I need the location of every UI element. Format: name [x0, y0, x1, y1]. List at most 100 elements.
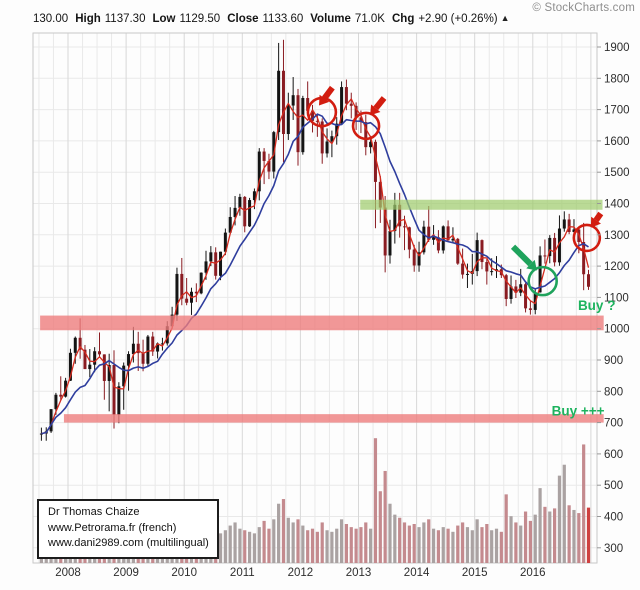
volume-bar [252, 533, 257, 563]
volume-bar [548, 511, 552, 563]
annotation-circle [572, 223, 602, 253]
candle-body [88, 364, 92, 370]
candle-body [344, 87, 348, 104]
y-axis-label: 1300 [604, 230, 630, 242]
candle-body [456, 238, 460, 264]
volume-bar [461, 522, 465, 563]
y-axis-label: 1000 [604, 324, 630, 336]
candle-body [562, 219, 566, 229]
candle-body [461, 263, 465, 275]
annotation-arrow-shaft [373, 96, 387, 111]
quote-high-value: 1137.30 [104, 13, 146, 25]
candle-body [301, 98, 305, 153]
candle-body [59, 394, 63, 397]
volume-bar [485, 524, 489, 563]
volume-bar [499, 531, 503, 563]
credit-line-dani2989[interactable]: www.dani2989.com (multilingual) [48, 537, 209, 549]
candle-body [373, 141, 377, 182]
volume-bar [291, 522, 295, 563]
volume-bar [538, 488, 542, 563]
candle-body [446, 226, 450, 241]
volume-bar [383, 470, 387, 563]
candle-body [417, 252, 421, 266]
candle-body [524, 284, 528, 309]
volume-bar [402, 522, 407, 563]
y-axis-label: 500 [604, 480, 623, 492]
candle-body [465, 273, 469, 275]
candle-body [412, 249, 416, 266]
candle-body [354, 105, 358, 118]
candle-body [252, 191, 256, 201]
candle-body [296, 95, 300, 153]
annotation-arrow-head [526, 259, 537, 271]
candle-body [325, 141, 329, 154]
candle-body [359, 117, 363, 123]
volume-bar [441, 527, 445, 563]
y-axis-label: 1100 [604, 292, 629, 304]
candle-body [582, 241, 586, 275]
candle-body [83, 349, 87, 370]
candle-body [209, 252, 213, 262]
candle-body [228, 216, 232, 233]
volume-bar [586, 507, 591, 563]
quote-chg-value: +2.90 (+0.26%) [418, 13, 498, 25]
volume-bar [257, 527, 261, 563]
volume-bar [373, 438, 378, 563]
y-axis-label: 700 [604, 418, 623, 430]
annotation-circle [351, 111, 381, 141]
candle-body [223, 232, 227, 252]
volume-bar [218, 533, 223, 563]
support-band [40, 315, 604, 331]
candle-body [214, 252, 218, 276]
candle-body [39, 433, 43, 435]
sma-short-line [41, 98, 590, 435]
y-axis-label: 1400 [604, 199, 630, 211]
plot-frame [32, 32, 598, 564]
volume-bar [577, 513, 581, 563]
candle-body [102, 354, 106, 381]
candle-body [475, 240, 479, 272]
candle-body [107, 365, 111, 381]
volume-bar [281, 499, 286, 563]
y-axis-label: 400 [604, 512, 623, 524]
volume-bar [514, 522, 518, 563]
candle-body [572, 229, 576, 232]
volume-bar [359, 527, 363, 563]
candle-body [175, 273, 179, 315]
y-axis-label: 1500 [604, 167, 630, 179]
volume-bar [262, 520, 266, 563]
y-axis-label: 800 [604, 386, 623, 398]
candle-body [436, 237, 440, 251]
candle-body [403, 226, 407, 228]
candle-body [315, 120, 319, 122]
annotation-arrow-shaft [593, 211, 604, 222]
volume-bar [412, 524, 416, 563]
volume-bar [557, 475, 562, 563]
candle-body [490, 271, 494, 273]
candle-body [131, 343, 135, 355]
credit-line-petrorama[interactable]: www.Petrorama.fr (french) [48, 521, 177, 534]
volume-bar [349, 527, 353, 563]
candle-body [165, 326, 169, 344]
x-axis-label: 2014 [404, 567, 430, 579]
volume-bar [567, 505, 571, 563]
quote-volume-label: Volume [310, 13, 351, 25]
candle-body [543, 255, 547, 257]
candle-body [480, 240, 484, 263]
candle-body [451, 238, 455, 241]
volume-bar [296, 519, 300, 563]
y-axis-label: 600 [604, 449, 623, 461]
volume-bar [451, 531, 455, 563]
candle-body [151, 336, 155, 352]
candle-body [586, 274, 590, 287]
volume-bar [330, 531, 334, 563]
candle-body [291, 95, 295, 106]
volume-bar [320, 522, 324, 563]
candle-body [180, 273, 184, 299]
candle-body [514, 286, 518, 293]
candle-body [78, 337, 82, 350]
volume-bar [344, 524, 349, 563]
volume-bar [378, 491, 382, 563]
